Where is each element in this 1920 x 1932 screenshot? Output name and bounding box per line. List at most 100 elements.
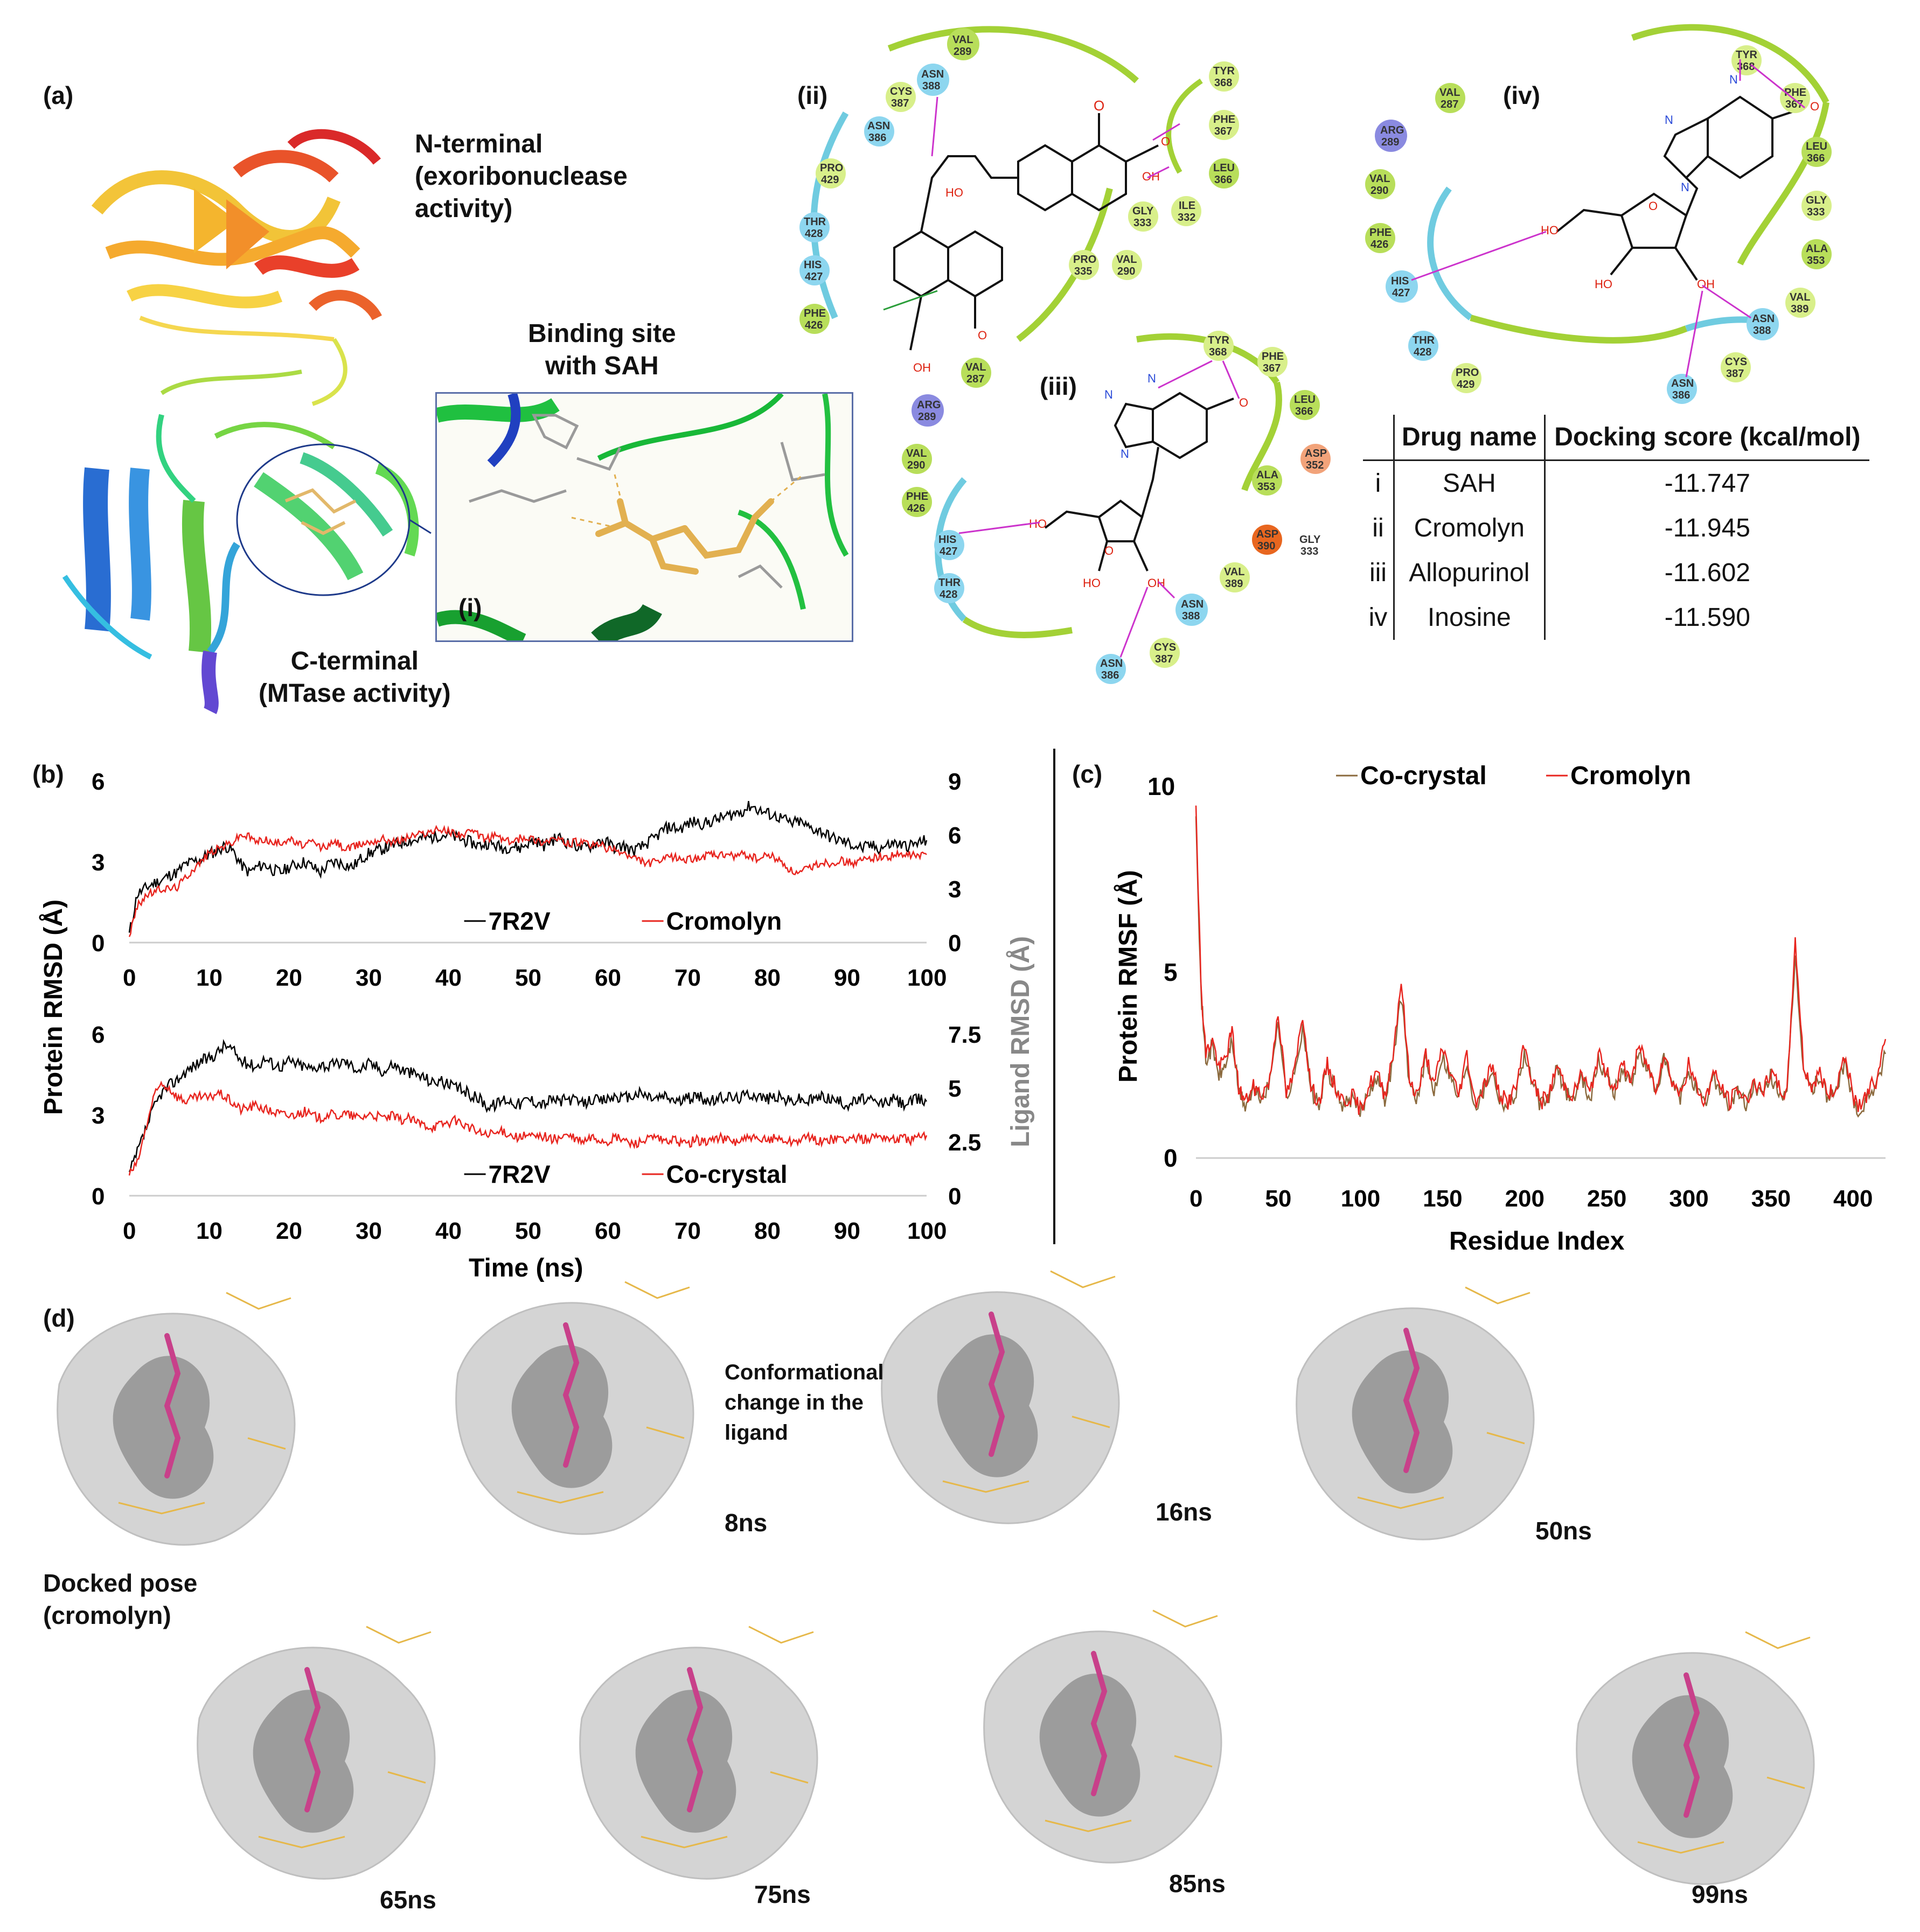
- panel-label-i: (i): [458, 594, 482, 622]
- table-header-drug: Drug name: [1394, 415, 1546, 461]
- svg-text:ASN: ASN: [1181, 598, 1204, 610]
- table-cell: -11.590: [1664, 603, 1750, 632]
- svg-text:GLY: GLY: [1299, 534, 1321, 546]
- x-tick-label: 80: [754, 1218, 781, 1244]
- svg-text:333: 333: [1133, 217, 1151, 229]
- binding-pocket: [1039, 1673, 1140, 1817]
- x-tick-label: 100: [907, 965, 947, 991]
- svg-text:366: 366: [1214, 174, 1232, 186]
- panel-label-a: (a): [43, 81, 74, 109]
- series-line-co-crystal: [128, 1080, 928, 1176]
- svg-text:366: 366: [1807, 152, 1825, 164]
- panel-divider: [1053, 749, 1055, 1244]
- svg-text:367: 367: [1214, 125, 1232, 137]
- x-tick-label: 10: [196, 965, 222, 991]
- svg-text:ILE: ILE: [1179, 200, 1195, 212]
- svg-text:PHE: PHE: [1369, 227, 1392, 239]
- x-tick-label: 50: [515, 1218, 541, 1244]
- series-line-co-crystal: [1195, 816, 1887, 1118]
- table-cell: Inosine: [1394, 595, 1546, 640]
- snapshot-view: [579, 1626, 818, 1880]
- legend-label: Co-crystal: [1360, 762, 1487, 790]
- svg-text:CYS: CYS: [1154, 641, 1176, 653]
- svg-text:ARG: ARG: [917, 399, 941, 411]
- svg-text:426: 426: [1371, 239, 1388, 250]
- n-terminal-title: N-terminal: [415, 130, 543, 158]
- snapshot-view: [197, 1626, 436, 1880]
- x-tick-label: 50: [515, 965, 541, 991]
- svg-text:ASN: ASN: [1671, 378, 1694, 389]
- x-tick-label: 100: [1341, 1185, 1380, 1212]
- y2-tick-label: 0: [948, 930, 961, 957]
- y-tick-label: 10: [1147, 772, 1175, 800]
- legend-label: 7R2V: [489, 1160, 551, 1188]
- snapshot-time-label: 65ns: [380, 1886, 436, 1914]
- y-tick-label: 6: [92, 769, 105, 795]
- docked-pose-label: Docked pose (cromolyn): [43, 1567, 197, 1632]
- svg-text:THR: THR: [938, 577, 961, 589]
- protein-structure-image: [62, 129, 432, 714]
- binding-site-line-2: with SAH: [545, 352, 659, 380]
- x-tick-label: 70: [674, 1218, 701, 1244]
- svg-text:VAL: VAL: [952, 34, 973, 46]
- snapshot-time-label: 75ns: [754, 1880, 811, 1908]
- svg-text:PHE: PHE: [1784, 87, 1806, 99]
- svg-text:428: 428: [1414, 346, 1431, 358]
- c-terminal-label: C-terminal (MTase activity): [259, 645, 451, 710]
- n-terminal-activity-2: activity): [415, 194, 513, 223]
- table-cell: Cromolyn: [1394, 506, 1546, 550]
- svg-text:LEU: LEU: [1806, 141, 1827, 152]
- svg-text:PHE: PHE: [1262, 351, 1284, 362]
- svg-text:428: 428: [940, 589, 957, 601]
- x-tick-label: 200: [1505, 1185, 1545, 1212]
- table-row: iv Inosine -11.590: [1363, 595, 1869, 640]
- y-axis-title: Protein RMSF (Å): [1114, 870, 1143, 1083]
- y-tick-label: 6: [92, 1022, 105, 1048]
- svg-text:289: 289: [1381, 136, 1399, 148]
- x-tick-label: 100: [907, 1218, 947, 1244]
- svg-text:ASP: ASP: [1256, 528, 1278, 540]
- svg-text:387: 387: [891, 97, 909, 109]
- note-line-2: change in the: [725, 1391, 864, 1414]
- snapshot-time-label: 50ns: [1535, 1517, 1592, 1545]
- svg-text:TYR: TYR: [1213, 65, 1235, 77]
- note-line-1: Conformational: [725, 1361, 884, 1384]
- svg-text:353: 353: [1807, 255, 1825, 267]
- c-terminal-title: C-terminal: [290, 647, 419, 675]
- svg-text:387: 387: [1155, 653, 1173, 665]
- svg-text:429: 429: [821, 174, 839, 186]
- svg-text:GLY: GLY: [1132, 205, 1154, 217]
- svg-text:VAL: VAL: [1116, 254, 1137, 266]
- svg-text:PRO: PRO: [1073, 254, 1096, 266]
- x-tick-label: 40: [435, 965, 462, 991]
- x-tick-label: 70: [674, 965, 701, 991]
- svg-text:353: 353: [1257, 481, 1275, 493]
- binding-site-label: Binding site with SAH: [528, 318, 676, 382]
- svg-text:N: N: [1147, 372, 1156, 385]
- y-tick-label: 3: [92, 1103, 105, 1129]
- svg-text:TYR: TYR: [1208, 334, 1230, 346]
- residue-lines: [1637, 1631, 1811, 1854]
- binding-pocket: [937, 1334, 1038, 1477]
- snapshot-time-label: 99ns: [1692, 1880, 1748, 1908]
- svg-text:VAL: VAL: [1439, 87, 1460, 99]
- legend-label: Co-crystal: [666, 1160, 788, 1188]
- series-line-7r2v: [128, 1039, 928, 1173]
- svg-text:427: 427: [1392, 287, 1410, 299]
- md-snapshots-drawing: [57, 1270, 1815, 1885]
- table-row: ii Cromolyn -11.945: [1363, 506, 1869, 550]
- svg-text:N: N: [1121, 447, 1129, 461]
- docking-score-table: Drug name Docking score (kcal/mol) i SAH…: [1363, 415, 1869, 640]
- x-tick-label: 0: [1189, 1185, 1202, 1212]
- svg-text:388: 388: [1753, 325, 1771, 337]
- svg-text:N: N: [1665, 113, 1673, 127]
- svg-text:O: O: [978, 329, 987, 342]
- x-tick-label: 150: [1423, 1185, 1462, 1212]
- x-tick-label: 30: [356, 1218, 382, 1244]
- svg-text:428: 428: [805, 228, 823, 240]
- residue-lines: [258, 1626, 432, 1849]
- svg-text:PRO: PRO: [820, 162, 843, 174]
- panel-label-iii: (iii): [1040, 372, 1077, 400]
